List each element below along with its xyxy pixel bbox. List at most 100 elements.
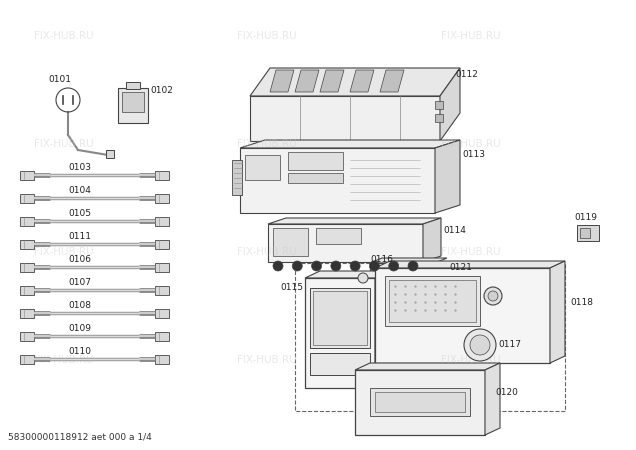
Text: FIX-HUB.RU: FIX-HUB.RU	[237, 355, 297, 365]
Bar	[295, 263, 565, 411]
Bar	[20, 240, 34, 249]
Circle shape	[293, 261, 302, 271]
Bar	[373, 266, 432, 296]
Bar	[245, 155, 280, 180]
Polygon shape	[550, 261, 565, 363]
Bar	[232, 160, 242, 195]
Text: FIX-HUB.RU: FIX-HUB.RU	[441, 31, 501, 41]
Text: 0102: 0102	[150, 86, 173, 95]
Text: 0112: 0112	[455, 70, 478, 79]
Polygon shape	[355, 363, 500, 370]
Polygon shape	[250, 68, 460, 96]
Circle shape	[312, 261, 322, 271]
Bar	[580, 228, 590, 238]
Text: 0103: 0103	[69, 163, 92, 172]
Polygon shape	[370, 263, 435, 305]
Text: 0114: 0114	[443, 226, 466, 235]
Bar	[20, 217, 34, 226]
Bar	[577, 225, 599, 241]
Text: 58300000118912 aet 000 a 1/4: 58300000118912 aet 000 a 1/4	[8, 433, 152, 442]
Bar	[155, 332, 169, 341]
Text: 0106: 0106	[69, 255, 92, 264]
Polygon shape	[350, 70, 374, 92]
Text: 0117: 0117	[498, 340, 521, 349]
Circle shape	[273, 261, 283, 271]
Text: 0108: 0108	[69, 301, 92, 310]
Text: 0101: 0101	[48, 75, 71, 84]
Bar	[20, 309, 34, 318]
Circle shape	[370, 261, 380, 271]
Polygon shape	[440, 68, 460, 141]
Polygon shape	[250, 96, 440, 141]
Bar	[310, 288, 370, 348]
Circle shape	[331, 261, 341, 271]
Text: 0120: 0120	[495, 388, 518, 397]
Bar	[20, 332, 34, 341]
Circle shape	[488, 291, 498, 301]
Text: FIX-HUB.RU: FIX-HUB.RU	[34, 31, 93, 41]
Bar	[106, 150, 114, 158]
Polygon shape	[380, 70, 404, 92]
Bar	[155, 263, 169, 272]
Text: 0110: 0110	[69, 347, 92, 356]
Polygon shape	[375, 271, 390, 388]
Bar	[155, 286, 169, 295]
Bar	[435, 114, 443, 122]
Bar	[155, 194, 169, 203]
Bar	[385, 276, 480, 326]
Text: FIX-HUB.RU: FIX-HUB.RU	[237, 31, 297, 41]
Bar	[316, 228, 361, 244]
Bar	[20, 171, 34, 180]
Circle shape	[484, 287, 502, 305]
Polygon shape	[295, 70, 319, 92]
Circle shape	[408, 261, 418, 271]
Polygon shape	[305, 278, 375, 388]
Text: FIX-HUB.RU: FIX-HUB.RU	[34, 139, 93, 149]
Bar	[20, 286, 34, 295]
Polygon shape	[370, 258, 447, 263]
Text: 0116: 0116	[370, 255, 393, 264]
Bar	[273, 228, 308, 256]
Text: FIX-HUB.RU: FIX-HUB.RU	[34, 355, 93, 365]
Text: 0115: 0115	[280, 283, 303, 292]
Polygon shape	[423, 218, 441, 262]
Text: 0111: 0111	[69, 232, 92, 241]
Polygon shape	[320, 70, 344, 92]
Bar	[155, 171, 169, 180]
Text: 0107: 0107	[69, 278, 92, 287]
Polygon shape	[240, 140, 460, 148]
Bar	[155, 355, 169, 364]
Text: FIX-HUB.RU: FIX-HUB.RU	[237, 139, 297, 149]
Polygon shape	[268, 224, 423, 262]
Circle shape	[470, 335, 490, 355]
Bar	[288, 173, 343, 183]
Polygon shape	[270, 70, 294, 92]
Text: 0113: 0113	[462, 150, 485, 159]
Circle shape	[464, 329, 496, 361]
Text: FIX-HUB.RU: FIX-HUB.RU	[441, 247, 501, 257]
Bar	[155, 309, 169, 318]
Bar	[310, 353, 370, 375]
Polygon shape	[435, 140, 460, 213]
Polygon shape	[268, 218, 441, 224]
Bar	[122, 92, 144, 112]
Bar	[155, 217, 169, 226]
Text: 0121: 0121	[449, 263, 472, 272]
Text: FIX-HUB.RU: FIX-HUB.RU	[441, 139, 501, 149]
Text: 0119: 0119	[574, 213, 597, 222]
Bar	[288, 152, 343, 170]
Bar	[435, 101, 443, 109]
Text: FIX-HUB.RU: FIX-HUB.RU	[441, 355, 501, 365]
Circle shape	[389, 261, 399, 271]
Polygon shape	[240, 148, 435, 213]
Bar	[155, 240, 169, 249]
Polygon shape	[375, 261, 565, 268]
Text: 0105: 0105	[69, 209, 92, 218]
Polygon shape	[375, 268, 550, 363]
Polygon shape	[305, 271, 390, 278]
Polygon shape	[355, 370, 485, 435]
Bar	[389, 280, 476, 322]
Bar	[370, 388, 470, 416]
Circle shape	[350, 261, 360, 271]
Polygon shape	[485, 363, 500, 435]
